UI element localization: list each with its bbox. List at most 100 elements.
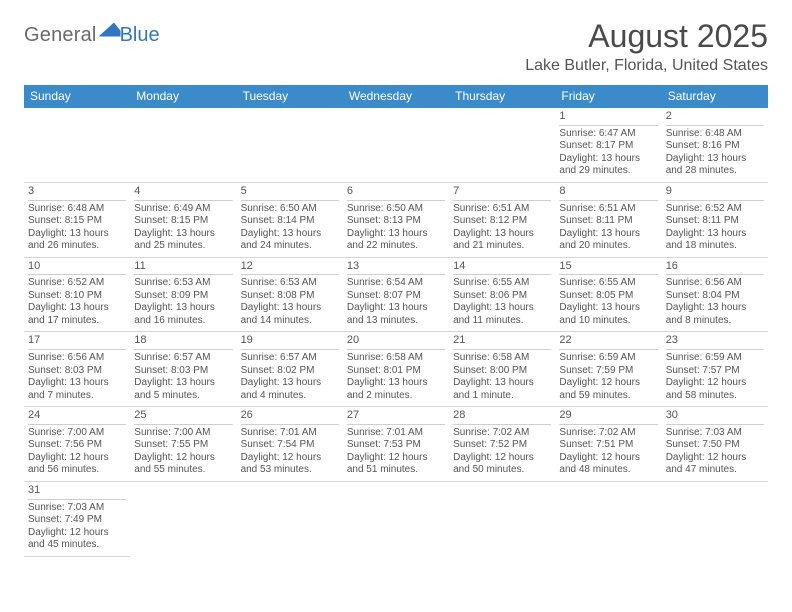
daylight-text: and 45 minutes. xyxy=(28,539,126,552)
location-subtitle: Lake Butler, Florida, United States xyxy=(525,57,768,75)
sunset-text: Sunset: 8:11 PM xyxy=(559,215,657,228)
day-number: 24 xyxy=(28,409,126,425)
sunset-text: Sunset: 8:16 PM xyxy=(666,140,764,153)
day-number: 1 xyxy=(559,110,657,126)
daylight-text: Daylight: 13 hours xyxy=(28,228,126,241)
daylight-text: Daylight: 13 hours xyxy=(28,302,126,315)
sunset-text: Sunset: 8:13 PM xyxy=(347,215,445,228)
calendar-week-row: 24Sunrise: 7:00 AMSunset: 7:56 PMDayligh… xyxy=(24,407,768,482)
day-number: 11 xyxy=(134,260,232,276)
day-number: 4 xyxy=(134,185,232,201)
daylight-text: and 51 minutes. xyxy=(347,464,445,477)
sunrise-text: Sunrise: 7:03 AM xyxy=(666,427,764,440)
daylight-text: Daylight: 13 hours xyxy=(241,302,339,315)
daylight-text: and 53 minutes. xyxy=(241,464,339,477)
day-number: 17 xyxy=(28,334,126,350)
daylight-text: Daylight: 13 hours xyxy=(559,228,657,241)
sunrise-text: Sunrise: 7:02 AM xyxy=(559,427,657,440)
daylight-text: Daylight: 13 hours xyxy=(347,377,445,390)
day-number: 8 xyxy=(559,185,657,201)
day-number: 2 xyxy=(666,110,764,126)
calendar-day-cell: 25Sunrise: 7:00 AMSunset: 7:55 PMDayligh… xyxy=(130,407,236,482)
sunrise-text: Sunrise: 6:57 AM xyxy=(241,352,339,365)
sunset-text: Sunset: 8:08 PM xyxy=(241,290,339,303)
sunrise-text: Sunrise: 6:59 AM xyxy=(666,352,764,365)
sunset-text: Sunset: 8:00 PM xyxy=(453,365,551,378)
calendar-day-cell: 16Sunrise: 6:56 AMSunset: 8:04 PMDayligh… xyxy=(662,257,768,332)
sunset-text: Sunset: 8:12 PM xyxy=(453,215,551,228)
day-number: 30 xyxy=(666,409,764,425)
calendar-week-row: 10Sunrise: 6:52 AMSunset: 8:10 PMDayligh… xyxy=(24,257,768,332)
day-header: Saturday xyxy=(662,85,768,108)
sunrise-text: Sunrise: 6:51 AM xyxy=(559,203,657,216)
daylight-text: Daylight: 12 hours xyxy=(28,527,126,540)
sunrise-text: Sunrise: 6:58 AM xyxy=(347,352,445,365)
daylight-text: Daylight: 13 hours xyxy=(666,302,764,315)
calendar-day-cell: 28Sunrise: 7:02 AMSunset: 7:52 PMDayligh… xyxy=(449,407,555,482)
daylight-text: Daylight: 13 hours xyxy=(666,153,764,166)
daylight-text: Daylight: 13 hours xyxy=(347,302,445,315)
daylight-text: and 59 minutes. xyxy=(559,390,657,403)
day-number: 12 xyxy=(241,260,339,276)
daylight-text: Daylight: 13 hours xyxy=(134,302,232,315)
daylight-text: Daylight: 12 hours xyxy=(666,452,764,465)
day-number: 15 xyxy=(559,260,657,276)
day-number: 18 xyxy=(134,334,232,350)
daylight-text: and 56 minutes. xyxy=(28,464,126,477)
sunset-text: Sunset: 7:50 PM xyxy=(666,439,764,452)
sunrise-text: Sunrise: 6:57 AM xyxy=(134,352,232,365)
daylight-text: and 47 minutes. xyxy=(666,464,764,477)
sunrise-text: Sunrise: 6:58 AM xyxy=(453,352,551,365)
daylight-text: Daylight: 12 hours xyxy=(559,377,657,390)
sunrise-text: Sunrise: 6:48 AM xyxy=(666,128,764,141)
day-number: 6 xyxy=(347,185,445,201)
calendar-day-cell xyxy=(343,108,449,183)
daylight-text: and 10 minutes. xyxy=(559,315,657,328)
day-header: Sunday xyxy=(24,85,130,108)
daylight-text: Daylight: 13 hours xyxy=(134,228,232,241)
sunset-text: Sunset: 7:53 PM xyxy=(347,439,445,452)
calendar-day-cell: 17Sunrise: 6:56 AMSunset: 8:03 PMDayligh… xyxy=(24,332,130,407)
calendar-day-cell: 14Sunrise: 6:55 AMSunset: 8:06 PMDayligh… xyxy=(449,257,555,332)
sunset-text: Sunset: 8:06 PM xyxy=(453,290,551,303)
calendar-day-cell: 18Sunrise: 6:57 AMSunset: 8:03 PMDayligh… xyxy=(130,332,236,407)
daylight-text: and 25 minutes. xyxy=(134,240,232,253)
daylight-text: and 28 minutes. xyxy=(666,165,764,178)
sunset-text: Sunset: 7:51 PM xyxy=(559,439,657,452)
daylight-text: Daylight: 13 hours xyxy=(453,377,551,390)
daylight-text: and 20 minutes. xyxy=(559,240,657,253)
day-number: 26 xyxy=(241,409,339,425)
daylight-text: and 24 minutes. xyxy=(241,240,339,253)
sunset-text: Sunset: 8:05 PM xyxy=(559,290,657,303)
sunset-text: Sunset: 7:49 PM xyxy=(28,514,126,527)
daylight-text: Daylight: 12 hours xyxy=(347,452,445,465)
daylight-text: Daylight: 12 hours xyxy=(241,452,339,465)
header: General Blue August 2025 Lake Butler, Fl… xyxy=(24,18,768,75)
daylight-text: and 29 minutes. xyxy=(559,165,657,178)
sunset-text: Sunset: 8:01 PM xyxy=(347,365,445,378)
daylight-text: and 22 minutes. xyxy=(347,240,445,253)
day-number: 9 xyxy=(666,185,764,201)
calendar-day-cell: 24Sunrise: 7:00 AMSunset: 7:56 PMDayligh… xyxy=(24,407,130,482)
sunset-text: Sunset: 8:15 PM xyxy=(134,215,232,228)
day-number: 22 xyxy=(559,334,657,350)
calendar-day-cell: 13Sunrise: 6:54 AMSunset: 8:07 PMDayligh… xyxy=(343,257,449,332)
day-number: 19 xyxy=(241,334,339,350)
sunrise-text: Sunrise: 6:54 AM xyxy=(347,277,445,290)
daylight-text: Daylight: 13 hours xyxy=(453,228,551,241)
daylight-text: and 7 minutes. xyxy=(28,390,126,403)
daylight-text: and 8 minutes. xyxy=(666,315,764,328)
calendar-week-row: 1Sunrise: 6:47 AMSunset: 8:17 PMDaylight… xyxy=(24,108,768,183)
page-title: August 2025 xyxy=(525,18,768,55)
calendar-day-cell: 22Sunrise: 6:59 AMSunset: 7:59 PMDayligh… xyxy=(555,332,661,407)
calendar-week-row: 3Sunrise: 6:48 AMSunset: 8:15 PMDaylight… xyxy=(24,182,768,257)
daylight-text: and 4 minutes. xyxy=(241,390,339,403)
calendar-day-cell xyxy=(130,108,236,183)
sunrise-text: Sunrise: 7:03 AM xyxy=(28,502,126,515)
daylight-text: Daylight: 13 hours xyxy=(134,377,232,390)
sunrise-text: Sunrise: 6:52 AM xyxy=(666,203,764,216)
sunrise-text: Sunrise: 6:48 AM xyxy=(28,203,126,216)
daylight-text: Daylight: 13 hours xyxy=(241,228,339,241)
calendar-day-cell: 20Sunrise: 6:58 AMSunset: 8:01 PMDayligh… xyxy=(343,332,449,407)
sunrise-text: Sunrise: 6:59 AM xyxy=(559,352,657,365)
